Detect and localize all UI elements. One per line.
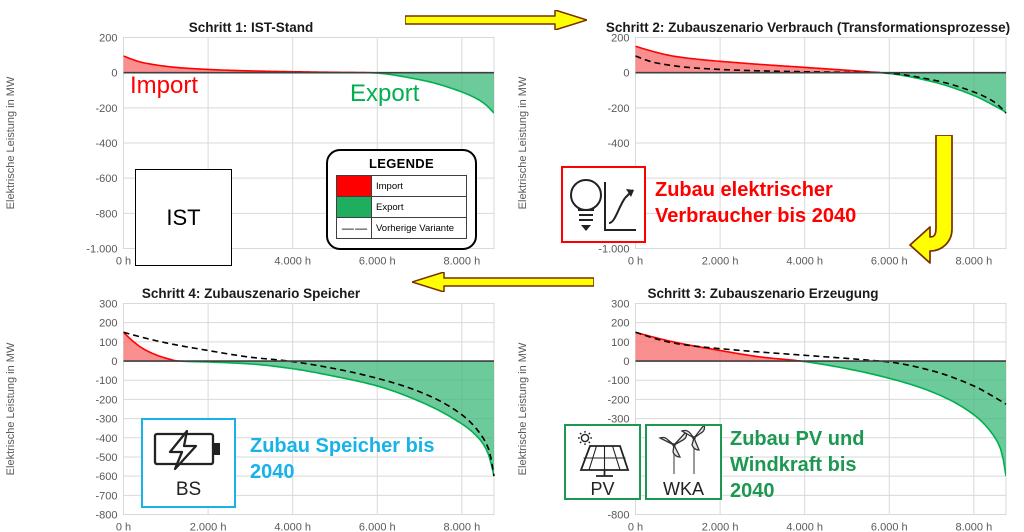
svg-text:-100: -100 xyxy=(607,375,629,387)
svg-text:0 h: 0 h xyxy=(628,522,643,532)
svg-text:-200: -200 xyxy=(607,103,629,115)
svg-text:4.000 h: 4.000 h xyxy=(786,522,823,532)
svg-text:8.000 h: 8.000 h xyxy=(444,522,481,532)
svg-text:-600: -600 xyxy=(95,173,117,185)
svg-text:100: 100 xyxy=(99,337,117,349)
svg-text:-200: -200 xyxy=(95,394,117,406)
svg-text:-1.000: -1.000 xyxy=(86,244,117,256)
svg-text:-800: -800 xyxy=(95,510,117,522)
svg-text:4.000 h: 4.000 h xyxy=(274,522,311,532)
svg-text:-400: -400 xyxy=(95,138,117,150)
svg-text:8.000 h: 8.000 h xyxy=(956,256,993,267)
svg-text:-400: -400 xyxy=(95,433,117,445)
svg-text:-300: -300 xyxy=(95,414,117,426)
svg-text:-200: -200 xyxy=(607,394,629,406)
svg-text:-600: -600 xyxy=(95,471,117,483)
svg-text:2.000 h: 2.000 h xyxy=(702,522,739,532)
svg-text:4.000 h: 4.000 h xyxy=(786,256,823,267)
svg-text:100: 100 xyxy=(611,337,629,349)
svg-text:-1.000: -1.000 xyxy=(598,244,629,256)
svg-text:-800: -800 xyxy=(607,510,629,522)
svg-text:-800: -800 xyxy=(95,208,117,220)
svg-text:6.000 h: 6.000 h xyxy=(359,256,396,267)
svg-text:200: 200 xyxy=(99,318,117,330)
svg-text:0 h: 0 h xyxy=(116,522,131,532)
svg-text:Elektrische Leistung in MW: Elektrische Leistung in MW xyxy=(517,342,529,475)
svg-text:-200: -200 xyxy=(95,103,117,115)
svg-text:0: 0 xyxy=(623,68,629,80)
svg-text:0: 0 xyxy=(623,356,629,368)
svg-text:Elektrische Leistung in MW: Elektrische Leistung in MW xyxy=(517,76,529,209)
svg-text:-500: -500 xyxy=(95,452,117,464)
svg-text:4.000 h: 4.000 h xyxy=(274,256,311,267)
svg-text:Elektrische Leistung in MW: Elektrische Leistung in MW xyxy=(5,342,17,475)
svg-text:-100: -100 xyxy=(95,375,117,387)
svg-text:6.000 h: 6.000 h xyxy=(871,522,908,532)
svg-text:2.000 h: 2.000 h xyxy=(702,256,739,267)
svg-text:2.000 h: 2.000 h xyxy=(190,522,227,532)
svg-text:8.000 h: 8.000 h xyxy=(956,522,993,532)
svg-text:-400: -400 xyxy=(607,138,629,150)
svg-text:8.000 h: 8.000 h xyxy=(444,256,481,267)
svg-text:Elektrische Leistung in MW: Elektrische Leistung in MW xyxy=(5,76,17,209)
svg-text:0: 0 xyxy=(111,356,117,368)
svg-text:6.000 h: 6.000 h xyxy=(871,256,908,267)
svg-text:-700: -700 xyxy=(95,490,117,502)
svg-text:0: 0 xyxy=(111,68,117,80)
svg-text:0 h: 0 h xyxy=(628,256,643,267)
svg-text:200: 200 xyxy=(611,318,629,330)
svg-text:6.000 h: 6.000 h xyxy=(359,522,396,532)
svg-text:0 h: 0 h xyxy=(116,256,131,267)
